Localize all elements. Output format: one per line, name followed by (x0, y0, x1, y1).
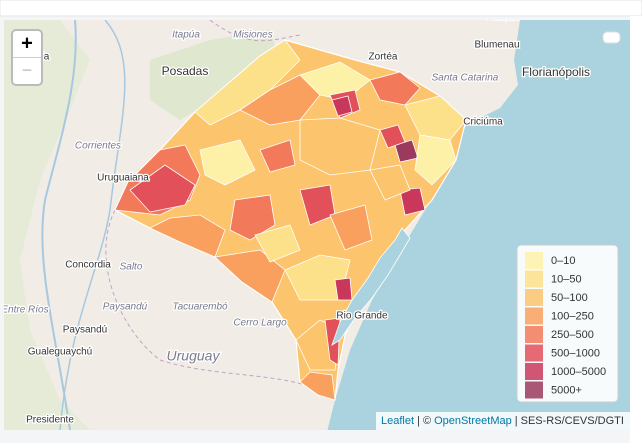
place-label: Rio Grande (336, 311, 388, 322)
place-label: Uruguaiana (97, 173, 149, 184)
municipality (199, 139, 256, 186)
place-label: Gualeguaychú (28, 347, 93, 358)
municipality (299, 371, 336, 401)
place-label: Paysandú (103, 302, 148, 313)
place-label: Uruguay (167, 348, 221, 364)
place-label: Joinville (485, 12, 521, 23)
place-label: Florianópolis (522, 65, 590, 79)
municipality (414, 134, 457, 186)
place-labels: Joinville Blumenau Florianópolis Santa Cata… (1, 12, 591, 427)
place-label: Salto (120, 262, 143, 273)
vegetation (4, 20, 90, 430)
municipality (259, 139, 296, 173)
place-label: Tacuarembó (172, 302, 228, 313)
attribution-link[interactable]: Leaflet (381, 415, 414, 427)
legend-swatch (525, 270, 543, 288)
municipality (369, 71, 421, 106)
legend-label: 5000+ (551, 384, 582, 396)
border (105, 209, 336, 401)
municipality (369, 164, 411, 201)
zoom-out[interactable]: − (22, 60, 33, 80)
legend-swatch (525, 363, 543, 380)
place-label: Concordia (65, 260, 111, 271)
lagoon (331, 227, 411, 346)
legend-swatch (525, 307, 543, 325)
municipality (399, 187, 426, 216)
legend-label: 1000–5000 (551, 366, 606, 378)
municipality (404, 95, 467, 141)
vegetation (150, 30, 280, 120)
legend-label: 100–250 (551, 310, 594, 322)
legend-swatch (525, 344, 543, 362)
legend-swatch (525, 289, 543, 306)
place-label: Itapúa (172, 30, 200, 41)
municipality (129, 164, 196, 213)
top-strip (0, 0, 642, 17)
place-label: Blumenau (474, 40, 519, 51)
attribution-part: | SES-RS/CEVS/DGTI (515, 415, 624, 427)
municipality (149, 214, 226, 258)
legend-label: 50–100 (551, 292, 588, 304)
map-tiles: Joinville Blumenau Florianópolis Santa Cata… (1, 12, 630, 430)
river (41, 20, 77, 430)
legend-label: 500–1000 (551, 347, 600, 359)
legend-swatch (525, 252, 543, 269)
place-label: Misiones (233, 30, 272, 41)
zoom-in[interactable]: + (21, 32, 33, 54)
municipality (194, 39, 301, 126)
municipality (254, 224, 301, 263)
municipality (331, 95, 353, 117)
municipality (214, 249, 286, 303)
legend-label: 0–10 (551, 255, 575, 267)
attribution-text: Leaflet | © OpenStreetMap | SES-RS/CEVS/DGT… (381, 415, 624, 427)
place-label: Paysandú (63, 325, 107, 336)
legend-swatch (525, 326, 543, 343)
municipality (334, 277, 353, 301)
municipality (324, 317, 341, 366)
place-label: Corrientes (75, 141, 121, 152)
river (59, 20, 126, 430)
zoom-control: + − (11, 29, 43, 86)
place-label: Zortéa (369, 52, 398, 63)
attribution-link[interactable]: OpenStreetMap (434, 415, 512, 427)
place-label: Presidente (26, 415, 74, 426)
place-label: Santa Catarina (432, 73, 499, 84)
municipality (379, 124, 406, 149)
legend-label: 250–500 (551, 329, 594, 341)
legend: 0–10 10–50 50–100 100–250 250–500 500–1000 100… (516, 244, 619, 403)
municipality (329, 204, 373, 251)
attribution-box (376, 412, 630, 430)
right-strip (630, 16, 642, 443)
place-label: Criciúma (463, 117, 503, 128)
place-label: Cerro Largo (233, 318, 287, 329)
place-label: Posadas (162, 64, 209, 78)
border (209, 20, 301, 42)
legend-label: 10–50 (551, 273, 582, 285)
state-choropleth (114, 39, 467, 401)
layers-toggle[interactable] (602, 31, 621, 44)
attribution: Leaflet | © OpenStreetMap | SES-RS/CEVS/DGT… (376, 412, 630, 430)
legend-swatch (525, 381, 543, 399)
attribution-part: | © (417, 415, 431, 427)
place-label: Entre Ríos (1, 305, 48, 316)
